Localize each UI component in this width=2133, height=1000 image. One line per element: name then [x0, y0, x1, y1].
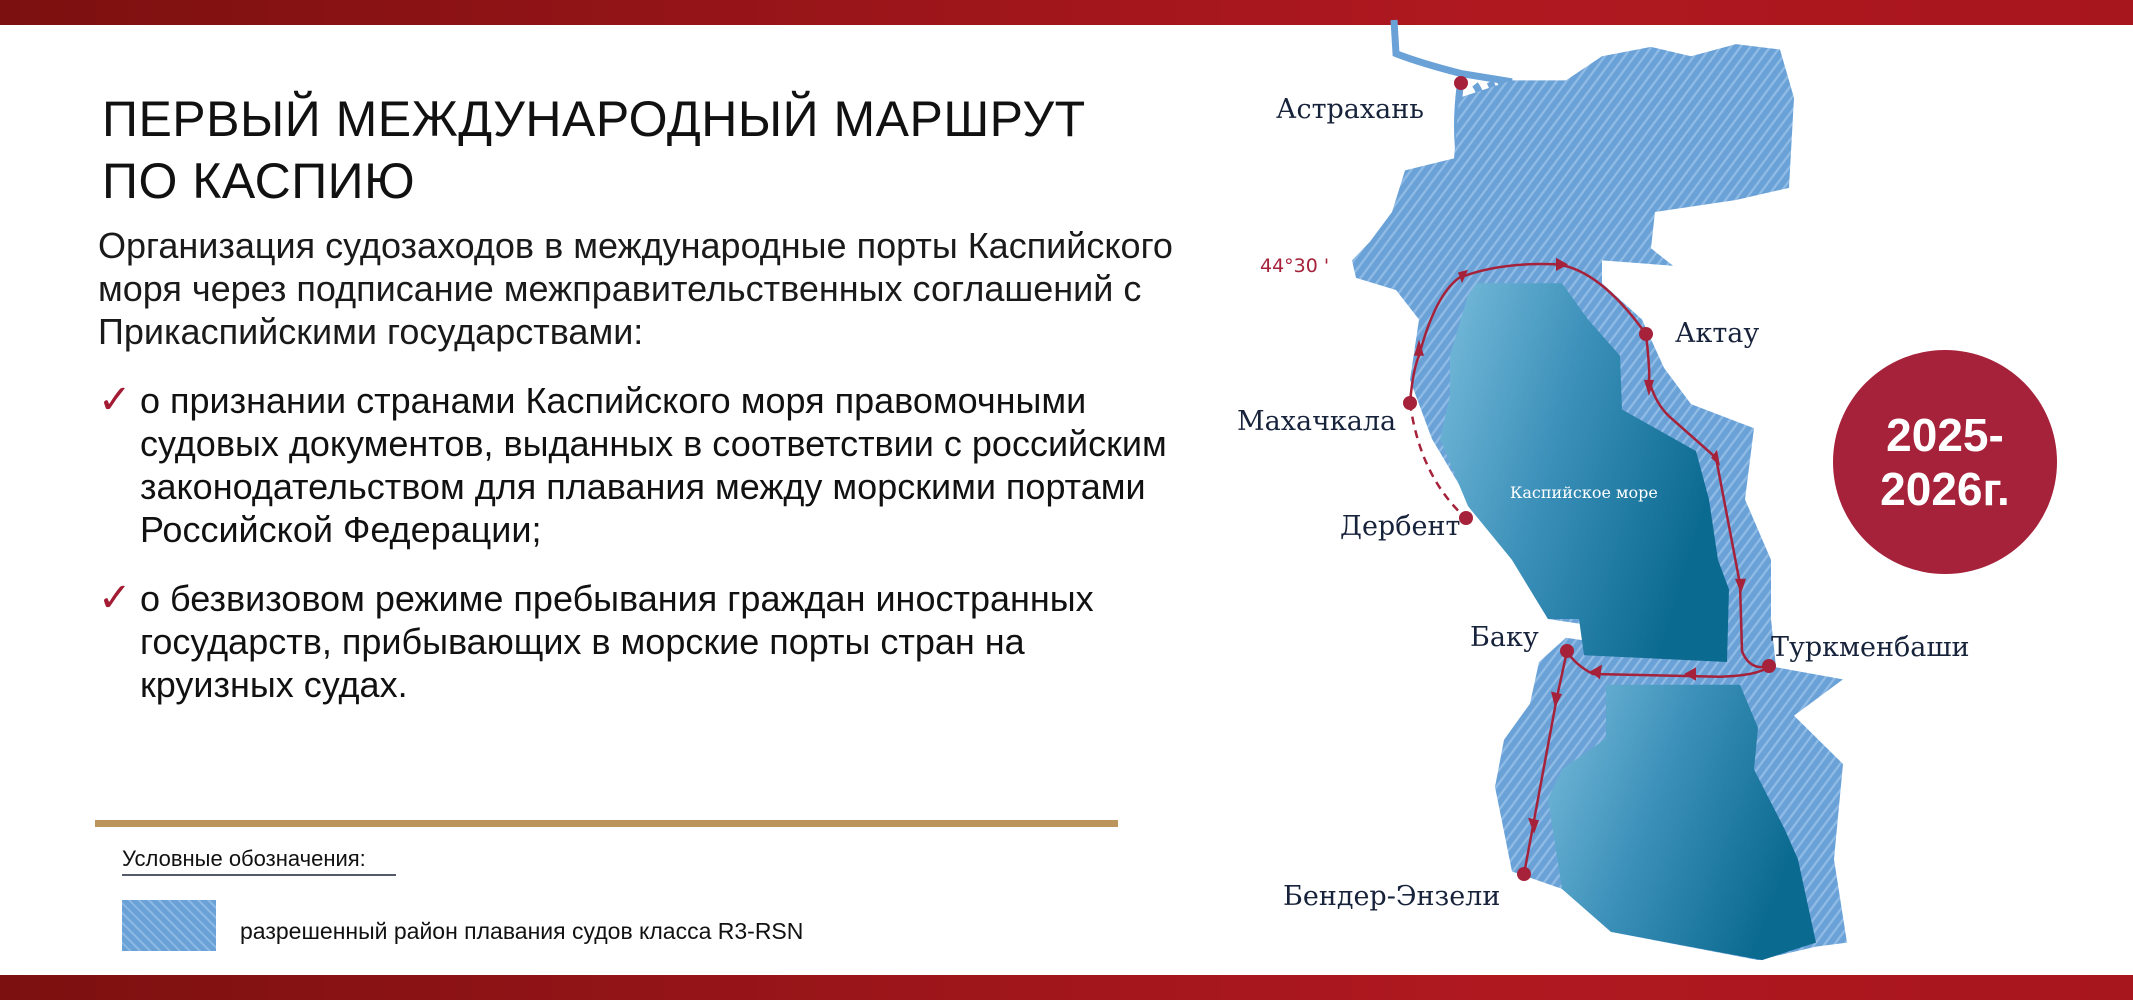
legend-title: Условные обозначения:	[122, 846, 396, 876]
year-badge: 2025- 2026г.	[1833, 350, 2057, 574]
page-title: ПЕРВЫЙ МЕЖДУНАРОДНЫЙ МАРШРУТ ПО КАСПИЮ	[102, 88, 1086, 212]
port-label: Туркменбаши	[1771, 632, 1969, 663]
map-shapes	[1352, 20, 1847, 961]
port-aktau-marker	[1639, 327, 1653, 341]
port-baku-marker	[1560, 644, 1574, 658]
legend-label: разрешенный район плавания судов класса …	[240, 918, 804, 944]
bullet-item: ✓ о признании странами Каспийского моря …	[98, 379, 1218, 551]
port-label: Баку	[1470, 622, 1539, 653]
bullet-item: ✓ о безвизовом режиме пребывания граждан…	[98, 577, 1218, 706]
sea-north	[1440, 283, 1729, 662]
route-arrows	[1414, 257, 1746, 834]
port-makhachkala-marker	[1403, 396, 1417, 410]
bottom-banner	[0, 975, 2133, 1000]
badge-line-1: 2025-	[1886, 409, 2004, 461]
port-derbent-marker	[1459, 511, 1473, 525]
title-line-1: ПЕРВЫЙ МЕЖДУНАРОДНЫЙ МАРШРУТ	[102, 91, 1086, 147]
port-label: Астрахань	[1276, 94, 1424, 125]
checkmark-icon: ✓	[98, 378, 132, 422]
bullet-text: о признании странами Каспийского моря пр…	[140, 380, 1167, 550]
sea-south	[1548, 684, 1816, 961]
port-label: Махачкала	[1237, 406, 1396, 437]
sea-label: Каспийское море	[1510, 483, 1658, 502]
port-label: Актау	[1675, 318, 1759, 349]
port-label: Дербент	[1340, 511, 1460, 542]
checkmark-icon: ✓	[98, 576, 132, 620]
port-label: Бендер-Энзели	[1283, 881, 1500, 912]
port-markers	[1403, 76, 1776, 881]
bullet-text: о безвизовом режиме пребывания граждан и…	[140, 578, 1094, 705]
text-column: Организация судозаходов в международные …	[98, 224, 1218, 706]
divider	[95, 820, 1118, 827]
port-astrakhan-marker	[1454, 76, 1468, 90]
cruise-route	[1410, 264, 1769, 874]
port-turkmenbashi-marker	[1762, 659, 1776, 673]
title-line-2: ПО КАСПИЮ	[102, 153, 416, 209]
latitude-label: 44°30 '	[1260, 255, 1329, 277]
top-banner	[0, 0, 2133, 25]
port-bender-anzali-marker	[1517, 867, 1531, 881]
legend-swatch-hatched	[122, 900, 216, 951]
badge-line-2: 2026г.	[1880, 463, 2010, 515]
intro-text: Организация судозаходов в международные …	[98, 225, 1173, 352]
